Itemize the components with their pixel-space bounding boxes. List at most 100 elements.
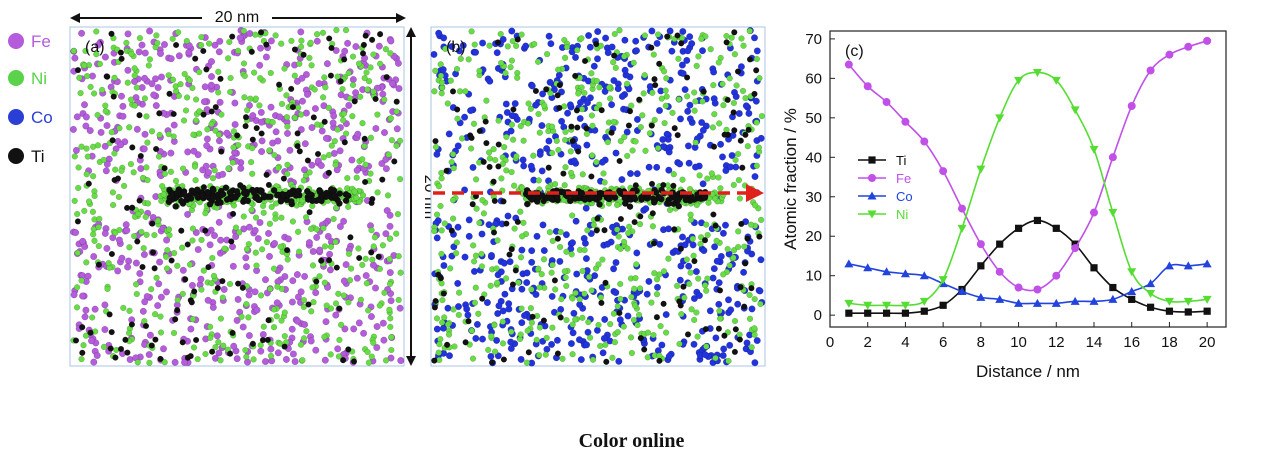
atom [494, 279, 501, 286]
atom [112, 354, 119, 361]
atom [365, 359, 373, 366]
atom [266, 147, 273, 154]
atom [535, 177, 542, 184]
atom [131, 72, 138, 79]
atom [93, 352, 101, 360]
atom [438, 175, 445, 182]
atom [307, 337, 315, 345]
atom [742, 94, 749, 102]
atom [533, 232, 541, 240]
atom [709, 124, 717, 131]
atom [101, 53, 109, 61]
atom [677, 115, 685, 123]
atom [651, 76, 658, 83]
atom [204, 126, 211, 133]
atom [662, 87, 669, 94]
atom [242, 347, 249, 354]
atom [188, 187, 196, 194]
atom [641, 346, 648, 353]
atom [518, 233, 526, 240]
atom [133, 125, 141, 133]
atom [306, 209, 313, 216]
legend-atom-label: Ti [31, 147, 45, 166]
atom [198, 286, 205, 293]
atom [753, 162, 760, 169]
atom [485, 346, 492, 354]
atom [102, 107, 109, 115]
atom [235, 47, 242, 54]
atom [331, 138, 338, 145]
atom [82, 113, 90, 121]
atom [598, 299, 605, 307]
atom [174, 262, 181, 269]
atom [388, 137, 396, 144]
atom [439, 66, 447, 74]
atom [108, 129, 115, 136]
atom [600, 334, 608, 342]
atom [154, 39, 161, 47]
atom [491, 322, 498, 329]
atom [448, 43, 456, 51]
atom [141, 298, 149, 306]
atom [623, 128, 631, 136]
atom [588, 194, 595, 202]
atom [753, 67, 760, 74]
atom [267, 69, 274, 77]
atom [256, 218, 264, 226]
atom [572, 53, 580, 61]
atom [602, 279, 609, 286]
atom [218, 148, 225, 155]
atom [141, 130, 149, 138]
atom [559, 355, 566, 362]
atom [189, 84, 196, 92]
atom [258, 130, 265, 137]
atom [433, 325, 441, 333]
atom [278, 214, 285, 221]
atom [725, 296, 733, 304]
data-point [995, 114, 1005, 123]
atom [359, 50, 367, 57]
atom [549, 261, 556, 269]
atom [757, 134, 765, 142]
atom [387, 50, 394, 57]
atom [345, 203, 352, 210]
atom [486, 42, 493, 49]
atom [251, 226, 259, 234]
atom [657, 323, 664, 330]
atom [177, 81, 184, 88]
atom [120, 304, 127, 312]
atom [493, 265, 500, 272]
atom [258, 29, 265, 36]
atom [359, 261, 366, 269]
atom [209, 175, 217, 182]
atom [356, 254, 363, 262]
atom [284, 247, 291, 254]
atom [77, 89, 84, 97]
atom [286, 189, 294, 196]
atom [251, 288, 259, 296]
atom [658, 95, 665, 102]
atom [284, 161, 291, 168]
atom [355, 319, 363, 327]
atom [267, 103, 275, 111]
atom [256, 61, 264, 69]
atom [440, 290, 447, 297]
atom [297, 288, 305, 296]
atom [188, 299, 195, 306]
data-point [1052, 224, 1060, 232]
atom [695, 292, 703, 300]
atom [468, 327, 475, 334]
atom [144, 200, 152, 207]
atom [433, 315, 441, 322]
atom [278, 317, 285, 324]
atom [213, 332, 221, 340]
atom [74, 218, 82, 225]
atom [378, 159, 386, 167]
atom [252, 249, 259, 256]
atom [679, 176, 686, 183]
atom [169, 76, 177, 83]
atom [698, 118, 706, 126]
atom [126, 124, 133, 131]
atom [297, 28, 305, 36]
